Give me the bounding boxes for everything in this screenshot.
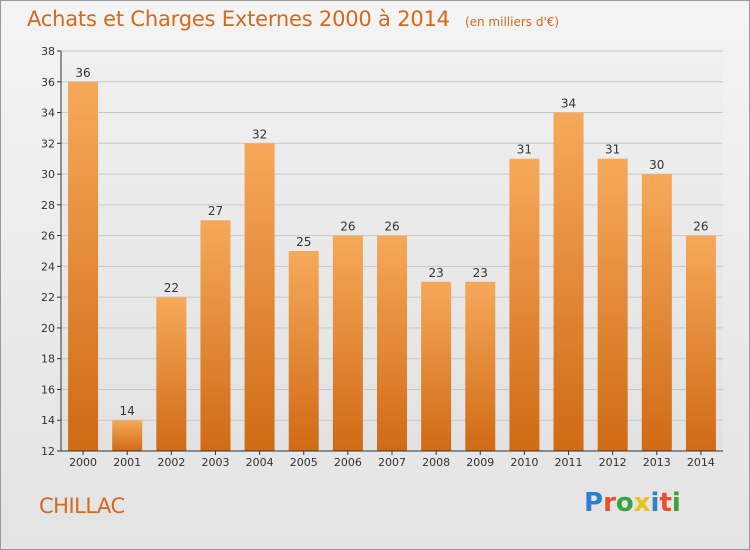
- value-label-2002: 22: [164, 281, 179, 295]
- y-tick-label: 14: [41, 414, 55, 427]
- logo-letter: o: [615, 488, 634, 518]
- x-tick-label: 2012: [599, 456, 627, 469]
- value-label-2012: 31: [605, 143, 620, 157]
- value-label-2010: 31: [517, 143, 532, 157]
- y-tick-label: 28: [41, 199, 55, 212]
- value-label-2000: 36: [75, 66, 90, 80]
- bar-2000: [68, 81, 99, 452]
- x-tick-label: 2007: [378, 456, 406, 469]
- y-tick-label: 22: [41, 291, 55, 304]
- logo-letter: r: [603, 488, 616, 518]
- value-label-2003: 27: [208, 204, 223, 218]
- x-tick-label: 2008: [422, 456, 450, 469]
- x-tick-label: 2005: [290, 456, 318, 469]
- y-tick-label: 24: [41, 260, 55, 273]
- commune-name: CHILLAC: [39, 494, 125, 518]
- bar-2007: [377, 235, 407, 451]
- bar-2014: [685, 235, 716, 451]
- y-tick-label: 32: [41, 137, 55, 150]
- bar-2006: [332, 235, 363, 451]
- bar-2012: [597, 158, 628, 451]
- y-tick-label: 12: [41, 445, 55, 458]
- logo-letter: t: [659, 488, 672, 518]
- value-label-2005: 25: [296, 235, 311, 249]
- value-label-2004: 32: [252, 127, 267, 141]
- y-tick-label: 30: [41, 168, 55, 181]
- x-tick-label: 2011: [555, 456, 583, 469]
- value-label-2007: 26: [384, 220, 399, 234]
- x-tick-label: 2013: [643, 456, 671, 469]
- bar-2013: [641, 174, 672, 452]
- value-label-2008: 23: [428, 266, 443, 280]
- x-tick-label: 2014: [687, 456, 715, 469]
- value-label-2009: 23: [473, 266, 488, 280]
- logo-letter: P: [584, 488, 604, 518]
- proxiti-logo[interactable]: Proxiti: [584, 488, 681, 518]
- unit-note: (en milliers d'€): [464, 15, 560, 29]
- x-tick-label: 2003: [201, 456, 229, 469]
- logo-letter: i: [671, 488, 681, 518]
- value-label-2013: 30: [649, 158, 664, 172]
- chart-title: Achats et Charges Externes 2000 à 2014: [27, 7, 450, 31]
- value-label-2001: 14: [120, 404, 135, 418]
- y-tick-label: 38: [41, 45, 55, 58]
- axis-layer: 12 14 16 18 20 22 24 26 28 30 32 34 36 38 2000 2001 2002…: [41, 45, 723, 469]
- x-tick-label: 2009: [466, 456, 494, 469]
- bar-2005: [288, 251, 319, 451]
- value-label-2006: 26: [340, 220, 355, 234]
- y-tick-label: 16: [41, 383, 55, 396]
- y-tick-label: 34: [41, 107, 55, 120]
- logo-letter: x: [633, 488, 651, 518]
- x-tick-label: 2000: [69, 456, 97, 469]
- y-tick-label: 26: [41, 230, 55, 243]
- x-tick-label: 2010: [510, 456, 538, 469]
- value-label-2011: 34: [561, 97, 576, 111]
- y-tick-label: 36: [41, 76, 55, 89]
- bar-2011: [553, 112, 584, 452]
- bar-layer: [68, 81, 716, 452]
- y-tick-label: 18: [41, 353, 55, 366]
- bar-2004: [244, 143, 275, 452]
- bar-2002: [156, 297, 187, 451]
- x-tick-label: 2004: [246, 456, 274, 469]
- bar-2009: [465, 281, 496, 451]
- bar-2008: [421, 281, 452, 451]
- x-tick-label: 2006: [334, 456, 362, 469]
- x-tick-label: 2002: [157, 456, 185, 469]
- y-tick-label: 20: [41, 322, 55, 335]
- x-tick-label: 2001: [113, 456, 141, 469]
- bar-2001: [112, 420, 143, 451]
- title-row: Achats et Charges Externes 2000 à 2014 (…: [27, 7, 559, 31]
- bar-2010: [509, 158, 540, 451]
- logo-letter: i: [650, 488, 660, 518]
- label-layer: 36 14 22 27 32 25 26 26 23 23 31 34 31 30 26: [75, 66, 708, 418]
- bar-2003: [200, 220, 231, 451]
- value-label-2014: 26: [693, 220, 708, 234]
